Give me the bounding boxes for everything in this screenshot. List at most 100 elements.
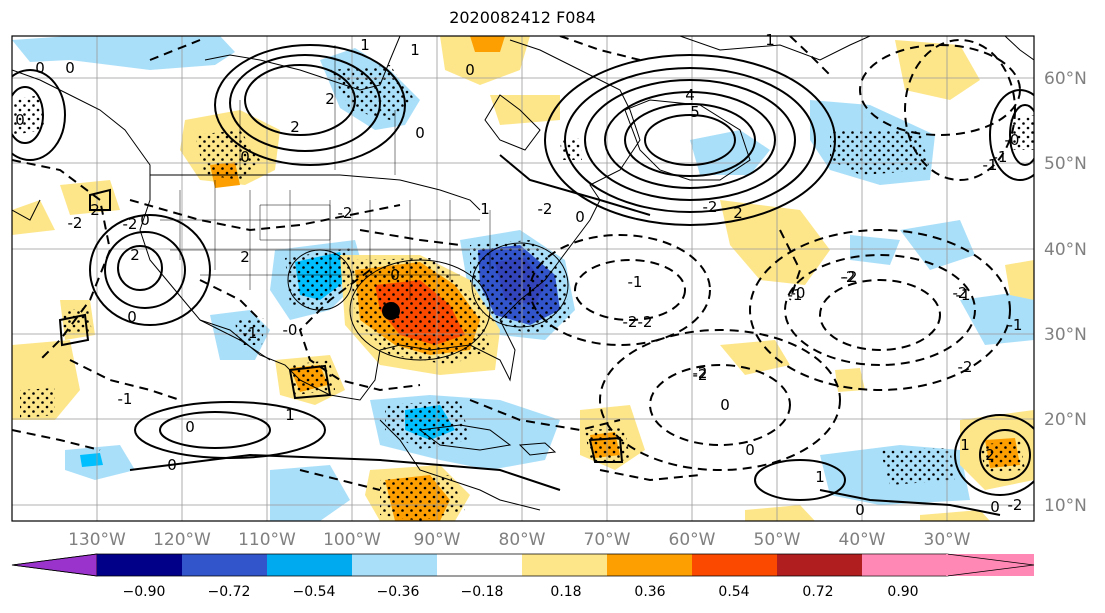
contour-label: 0: [575, 208, 585, 226]
contour-label: -2: [538, 200, 553, 218]
latitude-labels: 60°N 50°N 40°N 30°N 20°N 10°N: [1044, 69, 1087, 516]
contour-label: -0: [791, 284, 806, 302]
lon-label: 40°W: [839, 530, 886, 550]
colorbar: −0.90 −0.72 −0.54 −0.36 −0.18 0.18 0.36 …: [11, 553, 1035, 600]
contour-label: 5: [690, 103, 700, 121]
lat-label: 60°N: [1044, 69, 1087, 89]
colorbar-tick-label: −0.36: [377, 584, 420, 600]
contour-label: 4: [685, 86, 695, 104]
contour-label: -0: [1005, 131, 1020, 149]
lat-label: 10°N: [1044, 496, 1087, 516]
colorbar-extend-arrow: [947, 554, 1034, 576]
map-frame: [11, 35, 1035, 522]
contour-label: -2: [953, 284, 968, 302]
contour-label: -2: [1008, 496, 1023, 514]
colorbar-tick-label: −0.18: [461, 584, 504, 600]
colorbar-segment: [182, 554, 267, 576]
lon-label: 100°W: [323, 530, 381, 550]
contour-label: -1: [788, 286, 803, 304]
contour-label: -2: [693, 366, 708, 384]
contour-label: -2: [843, 268, 858, 286]
contour-label: -2: [623, 313, 638, 331]
colorbar-segment: [11, 553, 98, 577]
plot-title: 2020082412 F084: [449, 8, 596, 27]
contour-label: 2: [130, 246, 140, 264]
contour-label: 2: [290, 118, 300, 136]
longitude-labels: 130°W 120°W 110°W 100°W 90°W 80°W 70°W 6…: [68, 530, 971, 550]
contour-label: -2: [703, 198, 718, 216]
contour-label: -2: [693, 364, 708, 382]
contour-label: -2: [68, 214, 83, 232]
lat-label: 40°N: [1044, 240, 1087, 260]
contour-label: -1: [1008, 316, 1023, 334]
colorbar-tick-label: −0.54: [293, 584, 336, 600]
contour-label: 2: [985, 446, 995, 464]
contour-label: -2: [841, 268, 856, 286]
colorbar-segment: [522, 554, 607, 576]
colorbar-tick-label: −0.72: [208, 584, 251, 600]
contour-label: -1: [993, 148, 1008, 166]
colorbar-tick-label: 0.72: [802, 584, 833, 600]
contour-label: 0: [15, 111, 25, 129]
contour-label: 1: [360, 36, 370, 54]
lon-label: 130°W: [68, 530, 126, 550]
contour-label: 0: [720, 396, 730, 414]
contour-label: -1: [628, 273, 643, 291]
colorbar-segment: [607, 554, 692, 576]
contour-label: 0: [127, 308, 137, 326]
lon-label: 60°W: [669, 530, 716, 550]
contour-label: 1: [285, 406, 295, 424]
lon-label: 80°W: [499, 530, 546, 550]
lon-label: 30°W: [924, 530, 971, 550]
contour-label: 0: [415, 124, 425, 142]
colorbar-segment: [692, 554, 777, 576]
colorbar-tick-label: 0.36: [634, 584, 665, 600]
lon-label: 70°W: [584, 530, 631, 550]
lat-label: 30°N: [1044, 325, 1087, 345]
contour-label: 0: [745, 441, 755, 459]
contour-label: -2: [638, 313, 653, 331]
contour-label: 2: [90, 201, 100, 219]
lon-label: 50°W: [754, 530, 801, 550]
contour-label: -2: [123, 215, 138, 233]
contour-label: -1: [243, 324, 258, 342]
contour-label: 0: [390, 266, 400, 284]
graticule: [12, 36, 1034, 521]
contour-label: -1: [956, 286, 971, 304]
lon-label: 120°W: [153, 530, 211, 550]
contour-label: -2: [958, 358, 973, 376]
contour-label: 0: [65, 59, 75, 77]
colorbar-tick-label: 0.18: [550, 584, 581, 600]
contour-label: 0: [990, 498, 1000, 516]
contour-label: 2: [240, 248, 250, 266]
contour-label: 0: [185, 418, 195, 436]
colorbar-segment: [437, 554, 522, 576]
colorbar-segment: [352, 554, 437, 576]
colorbar-segment: [267, 554, 352, 576]
contour-label: 0: [167, 456, 177, 474]
contour-label: 2: [733, 204, 743, 222]
colorbar-tick-label: −0.90: [123, 584, 166, 600]
contour-label: 0: [140, 211, 150, 229]
lat-label: 20°N: [1044, 410, 1087, 430]
lon-label: 90°W: [414, 530, 461, 550]
contour-label: -2: [338, 204, 353, 222]
shading-outlines: [287, 242, 569, 361]
contour-label: 1: [410, 41, 420, 59]
contour-label: 1: [480, 200, 490, 218]
positive-contours: [12, 44, 1034, 516]
colorbar-segment: [777, 554, 862, 576]
contour-label: 0: [240, 148, 250, 166]
contour-label: 1: [765, 31, 775, 49]
contour-label: 0: [855, 501, 865, 519]
contour-label: 2: [325, 90, 335, 108]
contour-label: -0: [283, 321, 298, 339]
lat-label: 50°N: [1044, 154, 1087, 174]
coastlines: [12, 36, 1034, 511]
contour-label: -1: [118, 390, 133, 408]
contour-label: 0: [465, 61, 475, 79]
contour-label: 0: [35, 59, 45, 77]
contour-label: 1: [815, 468, 825, 486]
